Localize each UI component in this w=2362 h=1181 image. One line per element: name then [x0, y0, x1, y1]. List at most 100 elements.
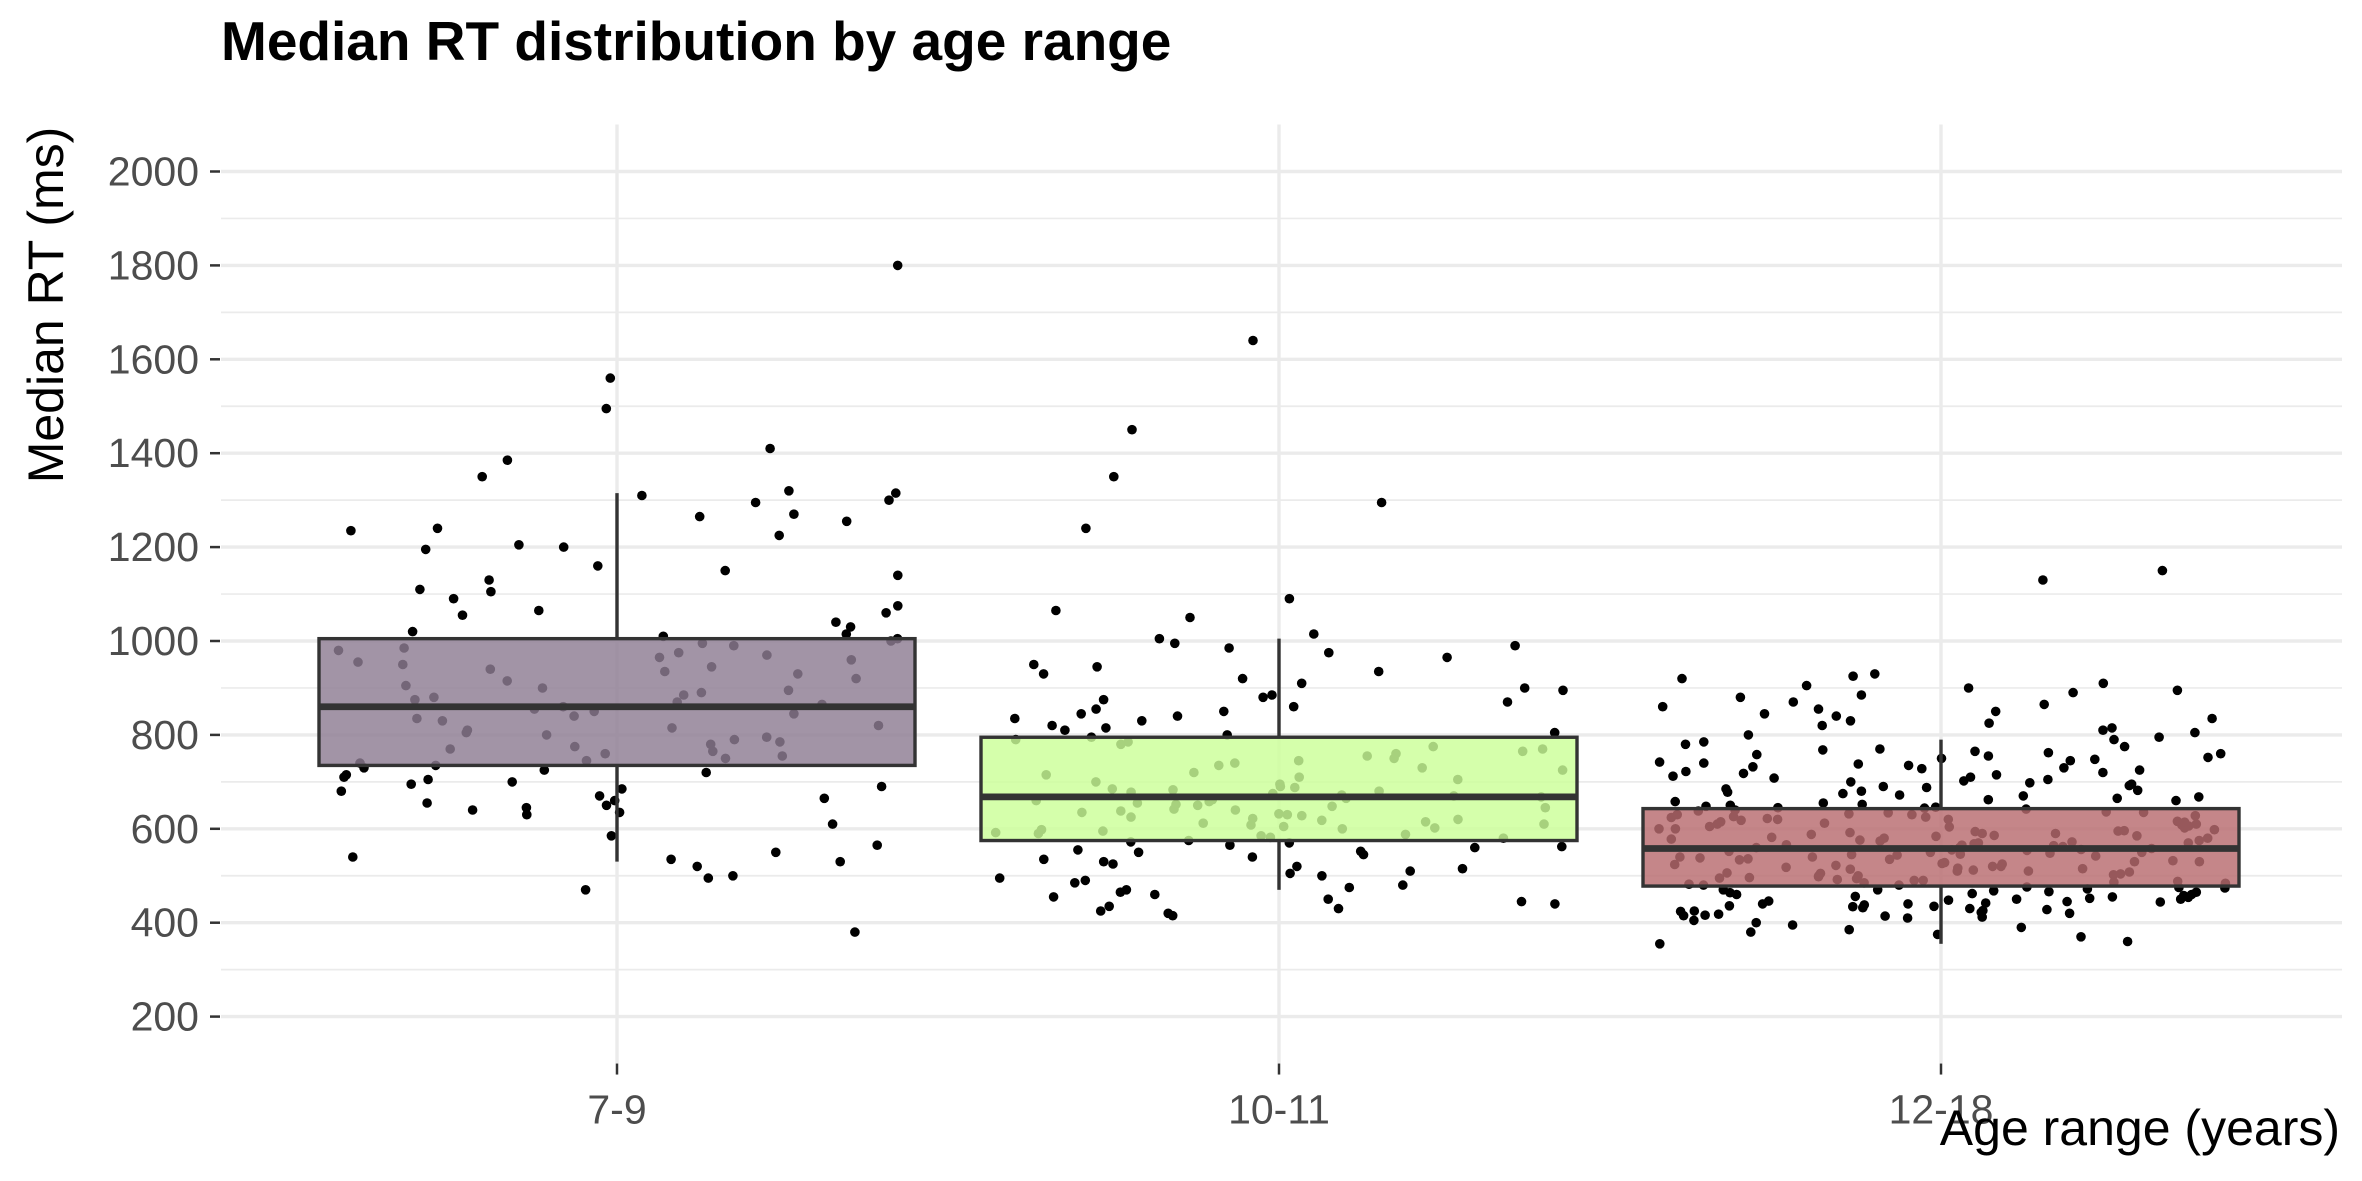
data-point: [1853, 759, 1864, 769]
data-point: [1470, 842, 1480, 853]
data-point: [1902, 913, 1913, 923]
data-point: [1557, 841, 1567, 852]
data-point: [2172, 685, 2183, 696]
data-point: [1738, 768, 1749, 779]
data-point: [2124, 780, 2135, 791]
data-point: [1070, 878, 1080, 888]
y-tick-label: 1600: [108, 336, 199, 382]
data-point: [1657, 701, 1668, 712]
y-tick-label: 800: [131, 712, 199, 758]
data-point: [1358, 849, 1369, 860]
data-point: [2065, 755, 2076, 766]
data-point: [2059, 763, 2069, 773]
data-point: [514, 540, 524, 550]
data-point: [784, 486, 794, 496]
data-point: [2064, 908, 2075, 919]
data-point: [617, 784, 627, 794]
data-point: [2042, 904, 2052, 915]
data-point: [593, 561, 603, 571]
data-point: [1943, 895, 1954, 905]
data-point: [1073, 845, 1083, 855]
data-point: [1722, 787, 1733, 797]
data-point: [1317, 871, 1327, 881]
data-point: [1713, 909, 1724, 919]
data-point: [2215, 748, 2226, 759]
data-point: [339, 772, 349, 782]
data-point: [594, 791, 605, 801]
data-point: [1219, 706, 1229, 717]
data-point: [1850, 891, 1861, 902]
data-point: [1549, 727, 1560, 738]
data-point: [2076, 932, 2086, 942]
data-point: [893, 601, 903, 611]
data-point: [1654, 757, 1665, 767]
data-point: [891, 488, 901, 498]
y-axis-label: Median RT (ms): [18, 127, 74, 484]
data-point: [1029, 659, 1039, 670]
data-point: [1990, 706, 2001, 717]
data-point: [420, 544, 431, 555]
data-point: [701, 767, 711, 778]
data-point: [789, 509, 799, 519]
data-point: [1680, 739, 1691, 750]
data-point: [1104, 901, 1114, 912]
data-point: [1247, 852, 1258, 862]
data-point: [1977, 912, 1987, 922]
data-point: [841, 516, 852, 527]
data-point: [1838, 788, 1848, 799]
data-point: [1172, 711, 1183, 721]
y-tick-label: 1800: [108, 242, 199, 288]
data-point: [1963, 683, 1974, 693]
data-point: [1856, 690, 1867, 700]
data-point: [2043, 747, 2054, 758]
data-point: [1048, 892, 1059, 902]
data-point: [606, 831, 617, 841]
data-point: [1817, 720, 1827, 731]
data-point: [1846, 777, 1856, 787]
data-point: [1759, 709, 1770, 719]
data-point: [1081, 523, 1091, 534]
data-point: [1903, 760, 1914, 771]
data-point: [1678, 910, 1689, 921]
data-point: [1098, 694, 1109, 705]
data-point: [1875, 744, 1885, 754]
data-point: [1845, 716, 1856, 726]
data-point: [1224, 643, 1234, 653]
data-point: [1967, 888, 1977, 899]
data-point: [1550, 899, 1560, 909]
data-point: [831, 617, 841, 627]
data-point: [2190, 727, 2200, 738]
data-point: [1344, 882, 1355, 893]
data-point: [835, 856, 845, 867]
data-point: [1170, 638, 1180, 649]
data-point: [1091, 704, 1101, 714]
data-point: [774, 530, 784, 541]
data-point: [1983, 751, 1994, 761]
data-point: [1980, 898, 1991, 908]
y-tick-label: 400: [131, 900, 199, 946]
data-point: [2171, 795, 2181, 806]
data-point: [2107, 892, 2118, 902]
data-point: [1813, 704, 1824, 714]
data-point: [2011, 894, 2022, 904]
data-point: [1965, 903, 1975, 914]
data-point: [1724, 901, 1735, 911]
data-point: [2207, 713, 2217, 724]
data-point: [1769, 773, 1779, 783]
data-point: [1670, 796, 1680, 807]
data-point: [1038, 669, 1049, 679]
data-point: [2098, 678, 2109, 689]
data-point: [720, 565, 730, 576]
data-point: [765, 443, 775, 454]
data-point: [2109, 734, 2119, 745]
data-point: [2062, 896, 2072, 907]
data-point: [2038, 575, 2048, 585]
data-point: [1457, 863, 1468, 874]
data-point: [2068, 687, 2078, 698]
data-point: [884, 495, 894, 506]
data-point: [580, 885, 591, 895]
data-point: [1970, 746, 1980, 757]
data-point: [415, 584, 425, 595]
data-point: [601, 800, 612, 811]
data-point: [1751, 917, 1761, 928]
